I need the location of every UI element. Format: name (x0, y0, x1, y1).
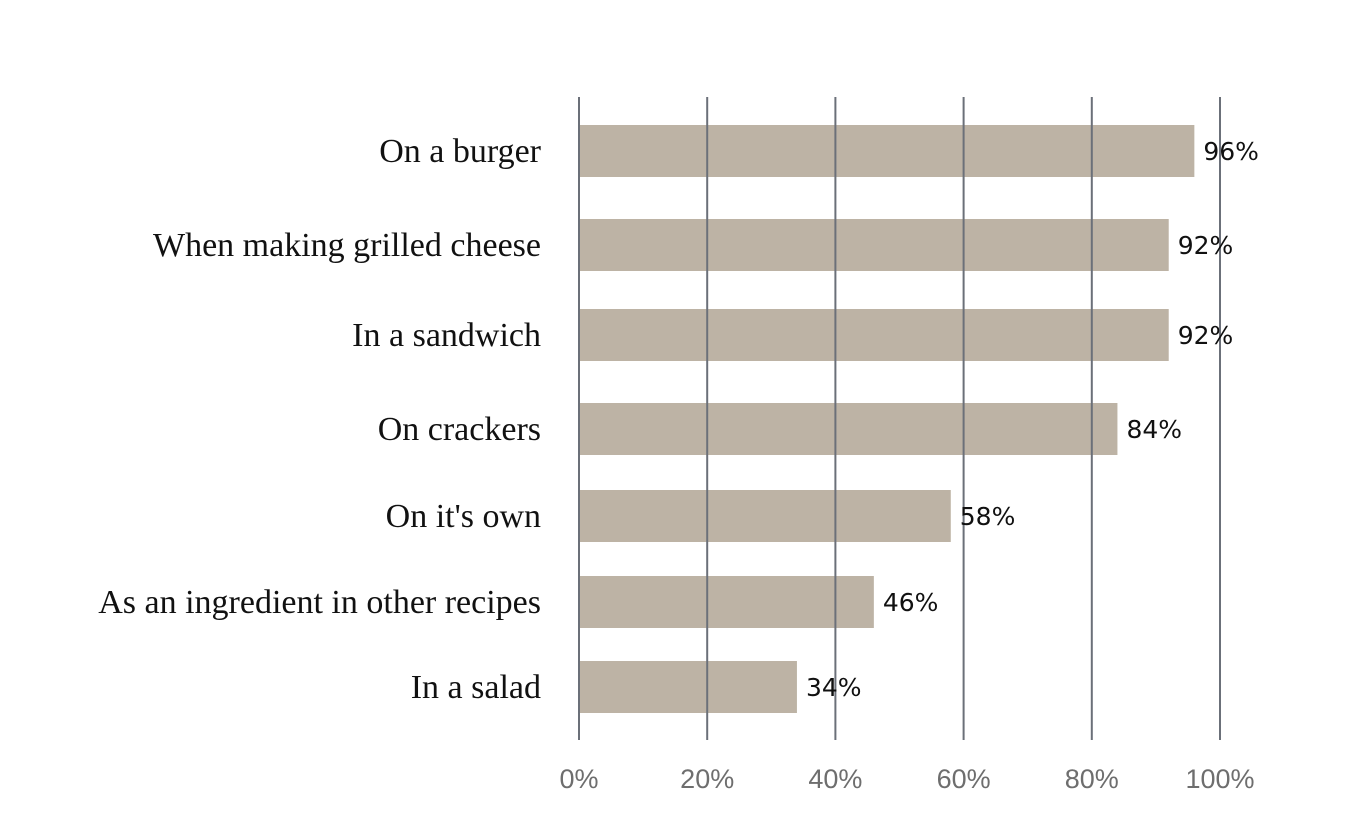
category-label: In a salad (411, 669, 541, 706)
category-label: When making grilled cheese (153, 227, 541, 264)
bar-5 (579, 576, 874, 628)
bar-2 (579, 309, 1169, 361)
x-tick-label: 80% (1065, 764, 1119, 794)
category-label: As an ingredient in other recipes (98, 584, 541, 621)
value-label: 34% (806, 673, 862, 702)
bar-1 (579, 219, 1169, 271)
category-label: On crackers (378, 411, 541, 448)
category-label: In a sandwich (352, 317, 541, 354)
category-label: On a burger (379, 133, 541, 170)
bar-4 (579, 490, 951, 542)
x-tick-label: 40% (808, 764, 862, 794)
value-label: 96% (1203, 137, 1259, 166)
value-label: 84% (1126, 415, 1182, 444)
x-tick-label: 60% (937, 764, 991, 794)
x-tick-label: 100% (1185, 764, 1254, 794)
value-label: 58% (960, 502, 1016, 531)
value-label: 92% (1178, 231, 1234, 260)
bar-0 (579, 125, 1195, 177)
bar-6 (579, 661, 797, 713)
value-label: 92% (1178, 321, 1234, 350)
x-tick-label: 20% (680, 764, 734, 794)
x-tick-label: 0% (559, 764, 598, 794)
value-label: 46% (883, 588, 939, 617)
bar-3 (579, 403, 1118, 455)
category-label: On it's own (386, 498, 541, 535)
